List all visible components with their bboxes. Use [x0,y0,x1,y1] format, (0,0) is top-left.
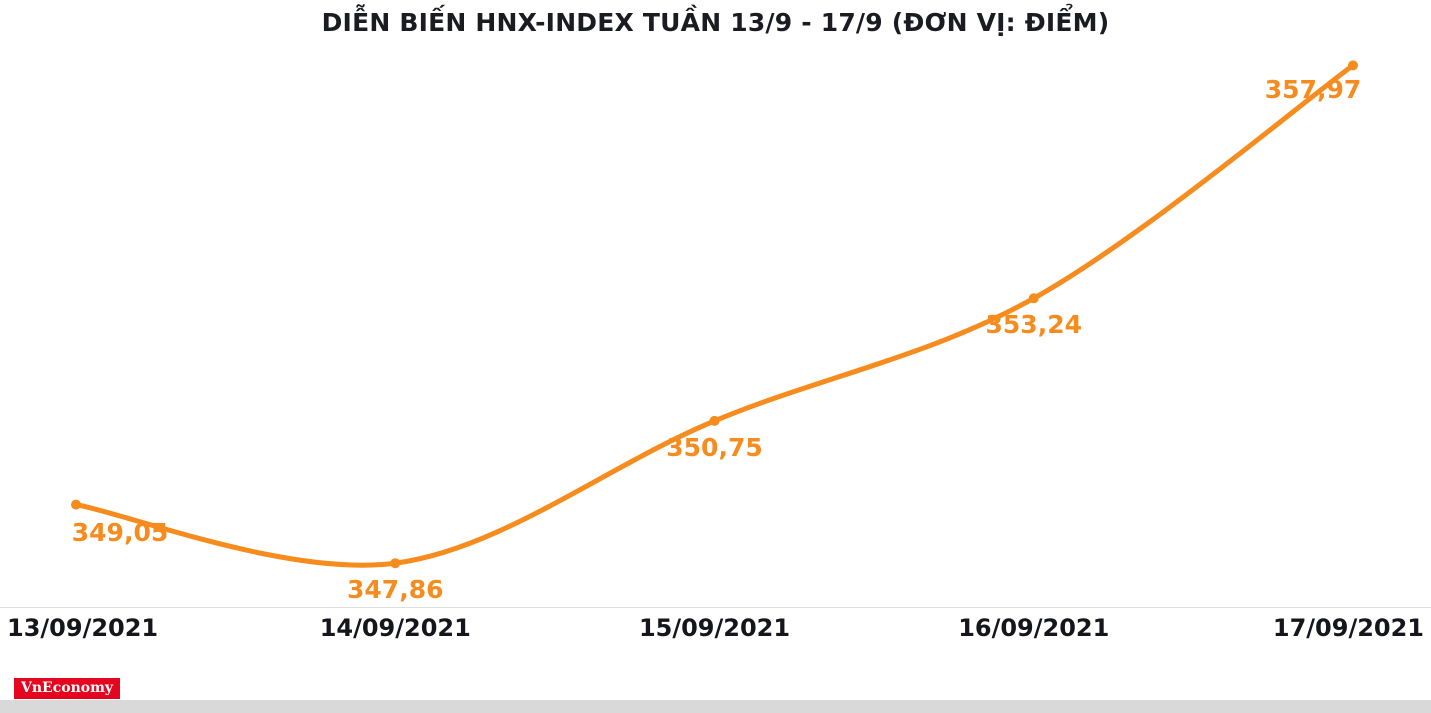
x-axis-line [0,607,1431,608]
x-axis-label: 13/09/2021 [7,614,159,642]
x-axis-label: 14/09/2021 [319,614,471,642]
data-point [71,499,81,510]
data-point [1348,60,1358,71]
point-value-label: 349,05 [71,517,169,547]
point-value-label: 347,86 [347,575,444,605]
point-value-label: 357,97 [1264,75,1362,105]
x-axis-label: 17/09/2021 [1272,614,1424,642]
data-point [1028,293,1039,304]
data-point [709,415,720,426]
x-axis-label: 15/09/2021 [638,614,791,642]
bottom-bar [0,700,1431,713]
x-axis-label: 16/09/2021 [958,614,1110,642]
point-value-label: 350,75 [666,432,763,462]
point-value-label: 353,24 [985,310,1082,340]
series-line [73,62,1356,568]
data-point [390,558,401,569]
vneconomy-logo-text: VnEconomy [14,678,121,699]
chart-title: DIỄN BIẾN HNX-INDEX TUẦN 13/9 - 17/9 (ĐƠ… [321,8,1110,37]
